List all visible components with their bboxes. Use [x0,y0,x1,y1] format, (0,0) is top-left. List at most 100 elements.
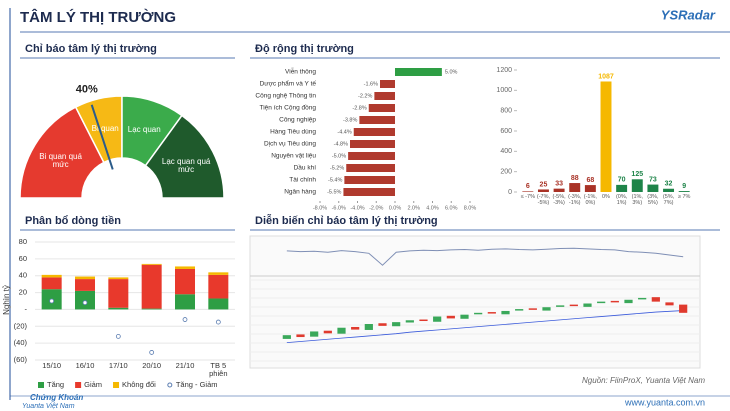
x-tick-label-box: (0%, 1%) [615,194,628,207]
x-tick-label: (1%, 3%) [631,194,643,207]
candle-body [624,299,633,304]
y-tick-label: 400 [500,148,512,155]
value-label: 6 [526,183,530,190]
logo: YSRadar [661,7,716,22]
bar [522,191,534,192]
bar-segment [75,279,95,291]
x-tick-label: 0.0% [389,205,402,211]
bar [348,152,395,160]
bar [600,81,612,192]
bar [584,185,596,192]
value-label: 125 [631,171,643,178]
net-marker [149,350,155,355]
bar-segment [75,276,95,280]
candle-body [610,300,619,303]
value-label: 9 [682,183,686,190]
candle-body [474,312,483,315]
y-tick-label: - [25,304,28,313]
net-marker [49,298,55,304]
value-label: -5.2% [330,165,344,171]
y-tick-label: 1200 [496,67,512,74]
x-tick-label: 6.0% [445,205,458,211]
bar [616,184,628,192]
brand: Yuanta Việt Nam [22,403,75,410]
bar [350,140,395,148]
gauge-label-box: Lạc quan [127,125,161,135]
x-tick-label-box: (-5%, -3%) [553,194,566,206]
net-marker [82,300,88,306]
x-tick-label: TB 5 phiên [209,362,228,379]
value-label: 1087 [598,73,614,80]
bar [647,184,659,192]
bar-segment [175,266,195,269]
value-label: 88 [571,175,579,182]
y-tick-label: 80 [19,237,27,246]
gauge-label: Bi quan quá mức [39,151,82,170]
candle-body [556,305,565,307]
y-tick-label: 200 [500,169,512,176]
legend-marker [167,382,173,388]
value-label: -4.8% [334,141,348,147]
x-tick-label: ≥ 7% [677,194,691,200]
bar-segment [41,277,62,290]
y-axis-title: Nghìn tỷ [2,285,11,315]
x-tick-label: ≤ -7% [520,194,535,200]
panel-title: Chỉ báo tâm lý thị trường [25,43,157,55]
x-tick-label: (-1%, 0%) [583,194,597,207]
panel-title: Diễn biến chỉ báo tâm lý thị trường [255,214,438,227]
gauge-label: Lạc quan [127,125,161,135]
y-tick-label: 60 [19,254,27,263]
candle-body [296,334,305,338]
x-tick-label: 8.0% [464,205,477,211]
category-label: Dầu khí [294,163,317,172]
legend-swatch [113,382,120,388]
candle-body [597,301,606,304]
bar-segment [141,263,162,265]
x-tick-label-box: (5%, 7%) [662,194,675,207]
x-tick-label: 4.0% [426,205,439,211]
bar-segment [108,277,129,280]
x-tick-label: -8.0% [313,205,327,211]
y-tick-label: 1000 [496,87,512,94]
value-label: -2.8% [352,105,366,111]
bar [380,80,395,88]
bar [344,176,395,184]
candle-body [679,304,688,313]
candle-body [364,324,373,330]
x-tick-label: (0%, 1%) [615,194,628,207]
x-tick-label-box: 16/10 [76,362,95,370]
panel-title: Độ rộng thị trường [255,43,354,55]
bar-segment [175,268,195,295]
bar-segment [141,308,162,310]
value-label: 33 [555,180,563,187]
y-tick-label: 40 [19,271,27,280]
x-tick-label: 20/10 [142,362,162,370]
category-label: Nguyên vật liệu [271,153,316,160]
category-label: Dịch vụ Tiêu dùng [264,141,316,148]
legend-label: Giảm [84,380,102,389]
bar-segment [208,272,229,275]
value-label: 25 [540,181,548,188]
x-tick-label-box: 20/10 [142,362,162,370]
brand: Chứng Khoán [30,393,83,402]
bar-segment [208,298,229,310]
candle-body [433,316,442,322]
category-label: Tiện ích Cộng đồng [260,103,317,112]
value-label: -5.4% [328,177,342,183]
gauge-label: Bi quan [91,123,119,133]
bar [537,189,549,192]
panel-title: Phân bổ dòng tiền [25,215,121,227]
category-label: Viễn thông [285,67,316,76]
bar-segment [141,264,162,309]
value-label: 70 [618,177,626,184]
value-label: -3.8% [343,117,357,123]
x-tick-label-box: ≥ 7% [677,194,691,200]
value-label: 68 [586,177,594,184]
bar [359,116,395,124]
x-tick-label: (5%, 7%) [662,194,675,207]
x-tick-label: 21/10 [175,362,195,370]
candle-body [638,297,647,300]
x-tick-label-box: 21/10 [175,362,195,370]
gauge-needle [90,104,114,170]
